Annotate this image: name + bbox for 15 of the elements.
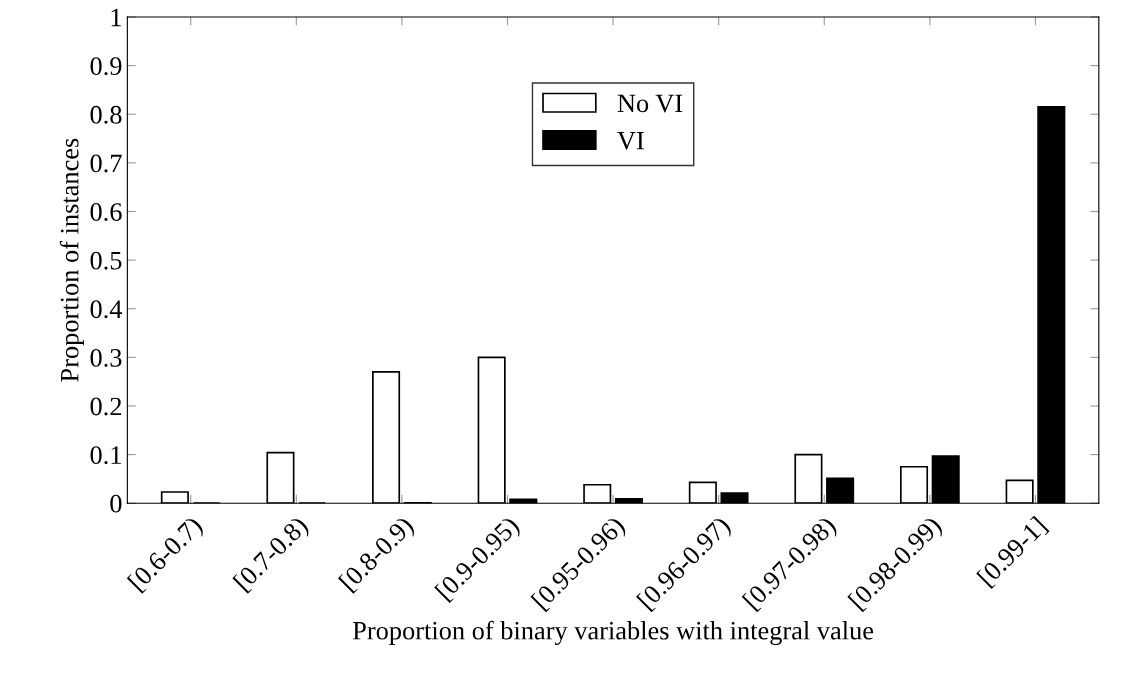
y-tick-label: 0.2 xyxy=(90,397,122,416)
y-tick-label: 0.9 xyxy=(90,57,122,76)
x-axis-title: Proportion of binary variables with integral value xyxy=(352,620,874,646)
y-tick-label: 0.5 xyxy=(90,251,122,270)
y-tick-label: 0.7 xyxy=(90,154,122,173)
y-tick-label: 0.1 xyxy=(90,446,121,465)
y-tick-label: 0.6 xyxy=(90,203,122,222)
y-tick-label: 1 xyxy=(111,8,121,27)
y-tick-label: 0.3 xyxy=(90,348,122,367)
y-tick-label: 0.4 xyxy=(90,300,123,319)
legend-label: No VI xyxy=(617,94,683,113)
y-tick-label: 0 xyxy=(110,494,122,513)
y-axis-title: Proportion of instances xyxy=(59,138,84,382)
y-tick-label: 0.8 xyxy=(90,105,122,124)
legend-label: VI xyxy=(617,132,644,150)
